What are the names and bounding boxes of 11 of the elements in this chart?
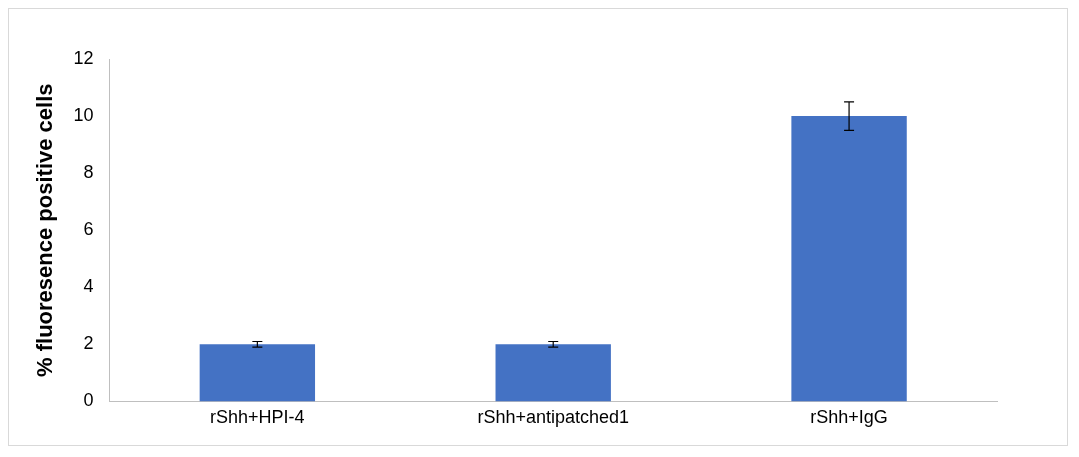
x-tick-label: rShh+HPI-4 [210,407,305,428]
y-axis-title: % fluoresence positive cells [32,83,58,377]
y-tick-label: 0 [83,390,94,411]
y-tick-label: 2 [83,333,94,354]
y-tick-label: 4 [83,276,94,297]
y-tick-label: 12 [73,47,94,68]
x-tick-label: rShh+IgG [810,407,888,428]
y-tick-label: 6 [83,219,94,240]
x-tick-label: rShh+antipatched1 [477,407,630,428]
y-tick-label: 8 [83,162,94,183]
y-tick-label: 10 [73,105,94,126]
